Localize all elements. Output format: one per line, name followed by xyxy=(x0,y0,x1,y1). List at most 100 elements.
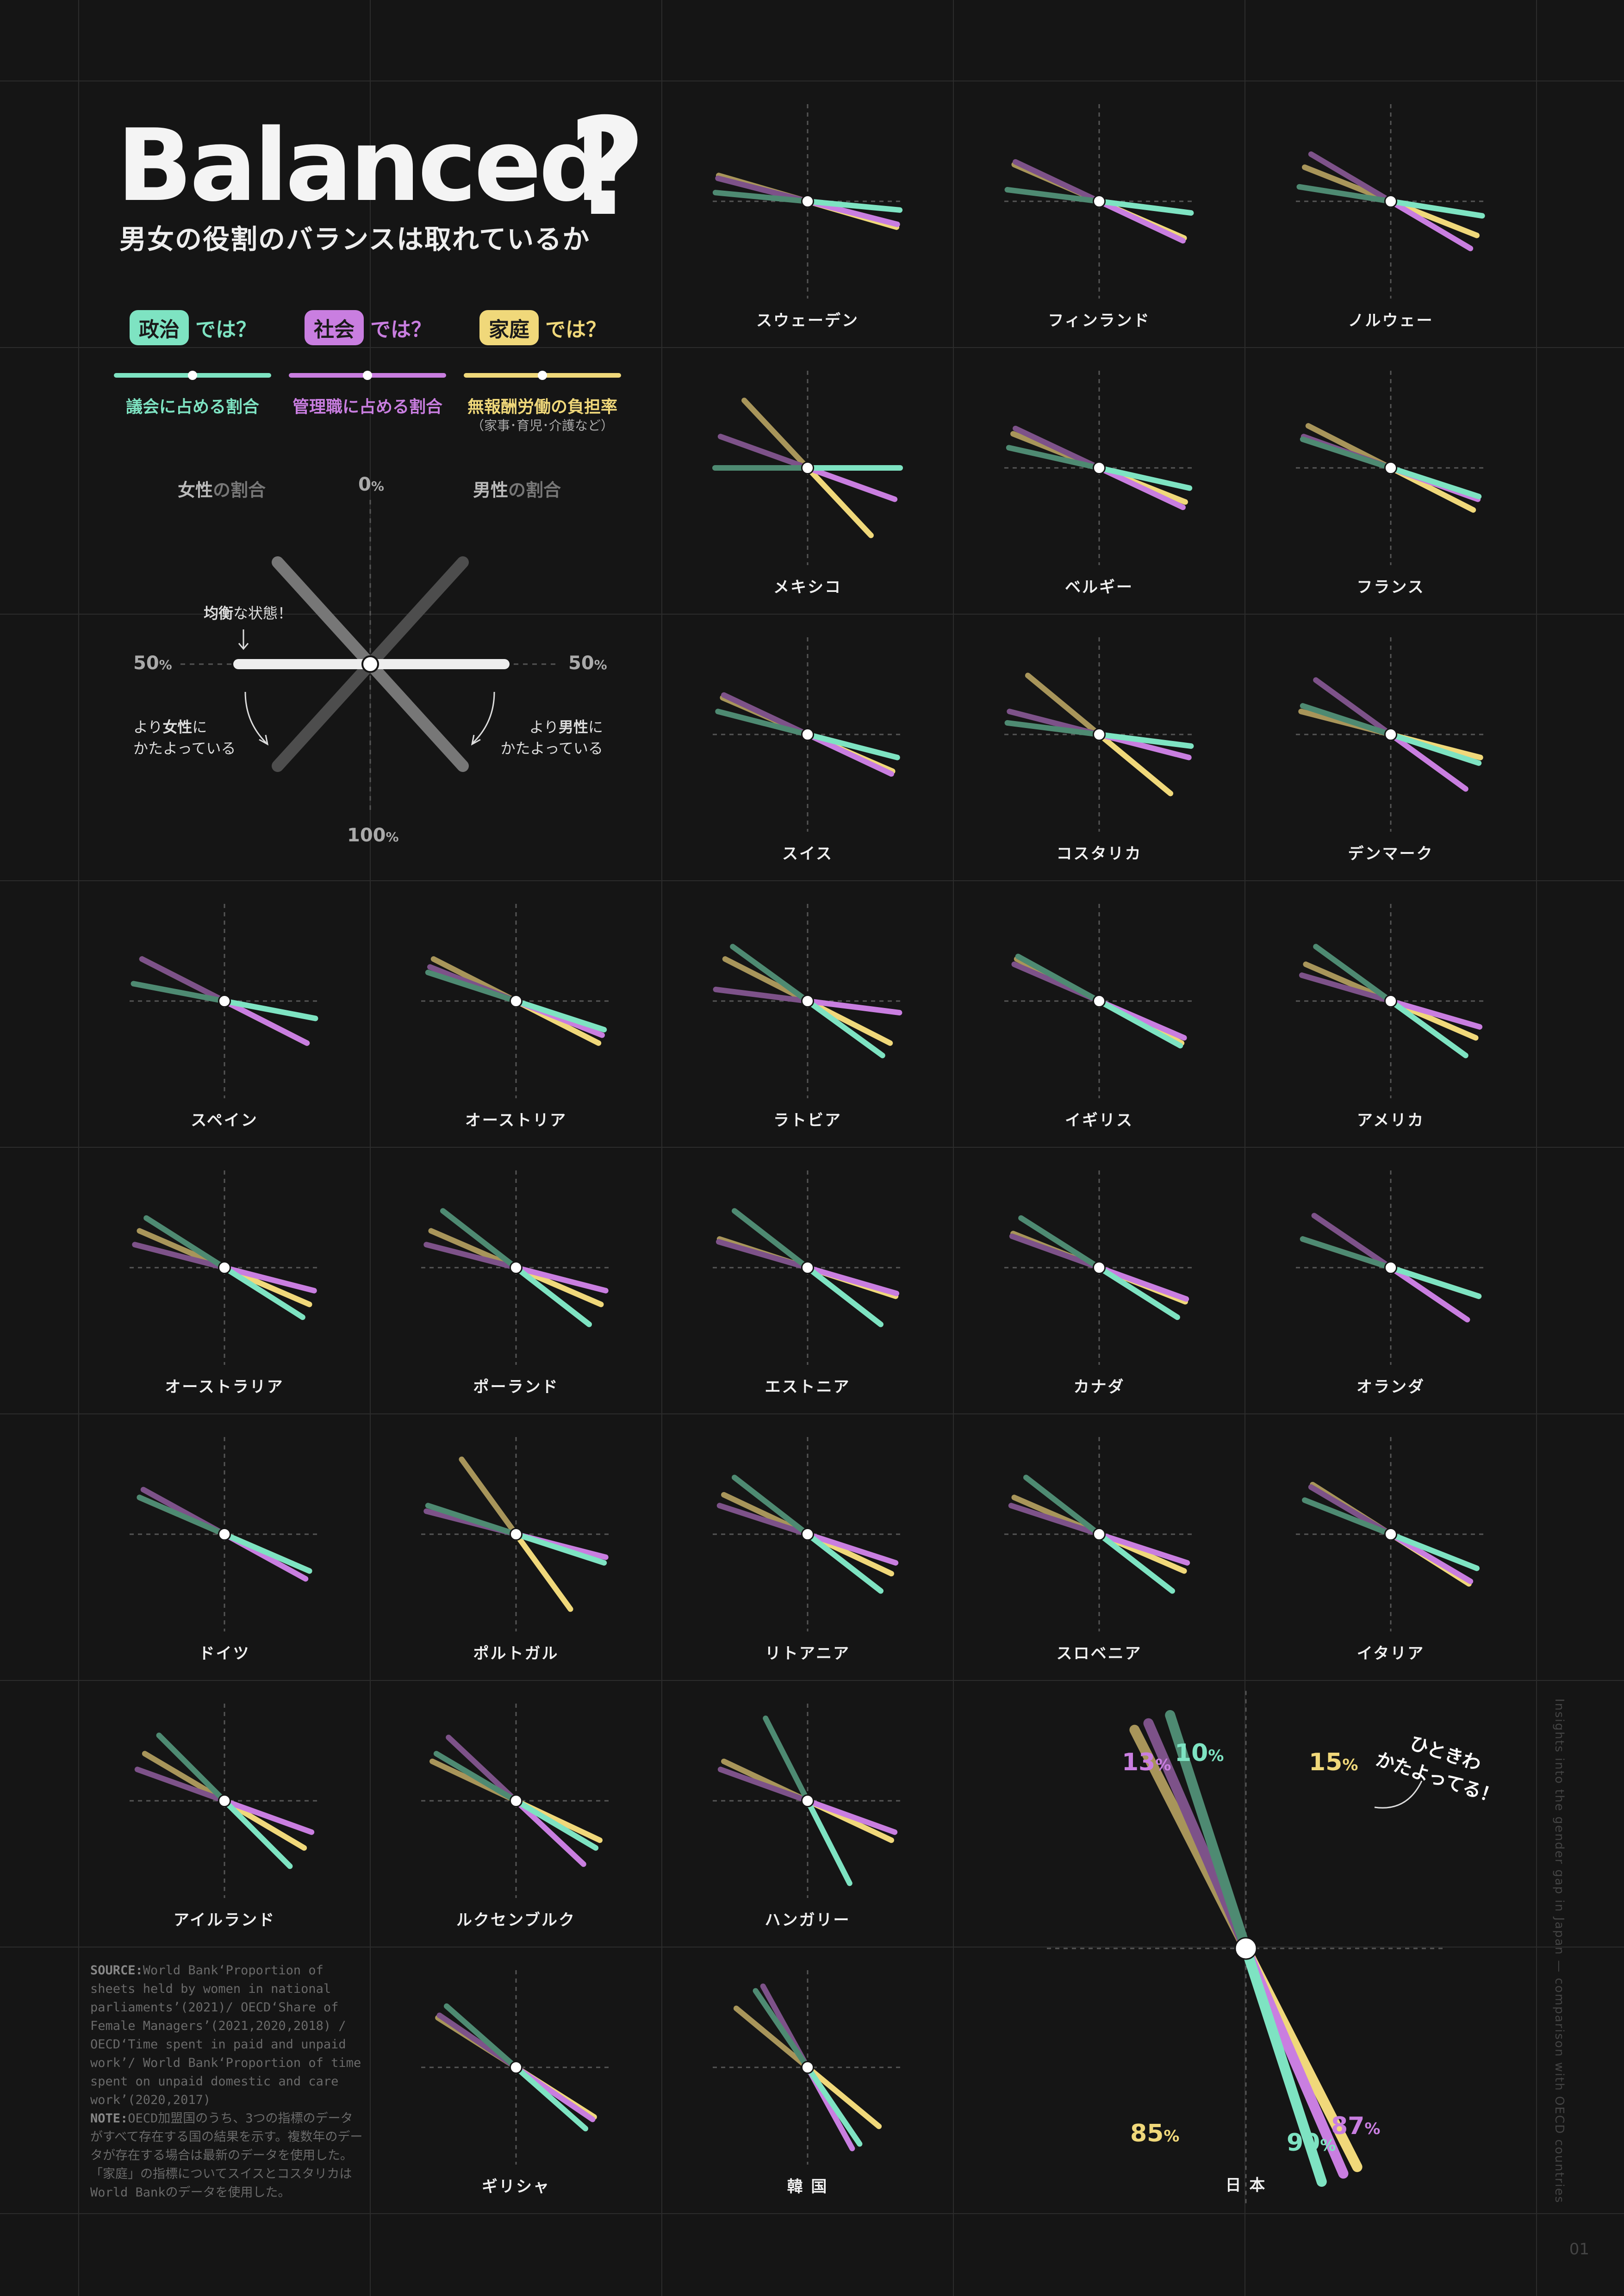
guide-center-dot xyxy=(361,655,379,673)
japan-home-male-value: 85% xyxy=(1130,2120,1180,2147)
country-name: スペイン xyxy=(191,1111,258,1130)
country-25-center-dot xyxy=(509,1794,523,1808)
legend-home-caption: 無報酬労働の負担率 xyxy=(467,398,617,417)
country-name: イギリス xyxy=(1065,1111,1133,1130)
legend-politics-suffix: では？ xyxy=(195,318,256,342)
page-title: Balanced xyxy=(117,107,610,224)
country-27-center-dot xyxy=(509,2060,523,2074)
country-12-center-dot xyxy=(1092,994,1106,1008)
guide-right-arrow xyxy=(472,691,495,744)
country-6-center-dot xyxy=(801,728,815,741)
country-name: イタリア xyxy=(1356,1644,1425,1663)
guide-female-header: 女性の割合 xyxy=(178,480,266,500)
japan-callout-arrow xyxy=(1374,1780,1423,1809)
country-1-center-dot xyxy=(1092,194,1106,208)
country-7-center-dot xyxy=(1092,728,1106,741)
country-name: アイルランド xyxy=(173,1911,276,1929)
country-15-center-dot xyxy=(509,1261,523,1275)
japan-society-female-value: 13% xyxy=(1122,1748,1171,1776)
japan-home-female-value: 15% xyxy=(1309,1748,1358,1776)
country-21-center-dot xyxy=(801,1527,815,1541)
country-name: オランダ xyxy=(1356,1378,1425,1396)
guide-diagram xyxy=(180,500,560,815)
country-29-center-dot xyxy=(1234,1937,1257,1960)
legend-society: 社会 では？ xyxy=(305,310,431,345)
country-28-center-dot xyxy=(801,2060,815,2074)
page-number: 01 xyxy=(1569,2240,1589,2259)
guide-female-note: より女性に かたよっている xyxy=(133,718,236,757)
guide-male-note: より男性に かたよっている xyxy=(500,718,603,757)
country-name: エストニア xyxy=(765,1378,851,1396)
country-10-center-dot xyxy=(509,994,523,1008)
country-name: フランス xyxy=(1356,578,1425,597)
country-22-center-dot xyxy=(1092,1527,1106,1541)
country-name: カナダ xyxy=(1073,1378,1125,1396)
country-20-center-dot xyxy=(509,1527,523,1541)
country-14-center-dot xyxy=(218,1261,231,1275)
country-name: スロベニア xyxy=(1056,1644,1142,1663)
country-23-center-dot xyxy=(1384,1527,1398,1541)
country-name: オーストリア xyxy=(465,1111,567,1130)
country-name: 日 本 xyxy=(1225,2176,1267,2195)
country-3-center-dot xyxy=(801,461,815,475)
side-caption: Insights into the gender gap in Japan — … xyxy=(1552,1699,1566,2204)
country-0-center-dot xyxy=(801,194,815,208)
legend-home-subcaption: （家事･育児･介護など） xyxy=(471,418,614,433)
country-24-center-dot xyxy=(218,1794,231,1808)
guide-left-value: 50% xyxy=(133,653,172,674)
country-name: スウェーデン xyxy=(756,311,859,330)
country-name: ハンガリー xyxy=(765,1911,851,1929)
guide-male-header: 男性の割合 xyxy=(473,480,561,500)
country-name: メキシコ xyxy=(773,578,842,597)
legend-home: 家庭 では？ xyxy=(479,310,606,345)
country-name: ポルトガル xyxy=(473,1644,559,1663)
page-subtitle: 男女の役割のバランスは取れているか xyxy=(119,224,591,255)
guide-balanced-arrow-head xyxy=(238,643,249,650)
country-name: フィンランド xyxy=(1048,311,1151,330)
country-11-center-dot xyxy=(801,994,815,1008)
country-name: スイス xyxy=(782,845,833,863)
legend-home-suffix: では？ xyxy=(545,318,606,342)
country-name: デンマーク xyxy=(1348,845,1434,863)
title-question-mark: ? xyxy=(568,90,647,246)
guide-bottom-value: 100% xyxy=(347,825,399,846)
country-name: ノルウェー xyxy=(1348,311,1434,330)
guide-right-value: 50% xyxy=(568,653,607,674)
country-4-center-dot xyxy=(1092,461,1106,475)
country-name: リトアニア xyxy=(765,1644,851,1663)
country-8-center-dot xyxy=(1384,728,1398,741)
country-name: ベルギー xyxy=(1065,578,1133,597)
country-name: ルクセンブルク xyxy=(456,1911,576,1929)
legend-society-suffix: では？ xyxy=(370,318,431,342)
legend-politics: 政治 では？ xyxy=(130,310,256,345)
country-19-center-dot xyxy=(218,1527,231,1541)
japan-politics-female-value: 10% xyxy=(1175,1739,1224,1767)
guide-top-value: 0% xyxy=(358,474,384,495)
country-name: ギリシャ xyxy=(482,2178,550,2196)
country-9-center-dot xyxy=(218,994,231,1008)
legend-home-tag: 家庭 xyxy=(479,310,539,345)
country-17-center-dot xyxy=(1092,1261,1106,1275)
legend-politics-caption: 議会に占める割合 xyxy=(125,398,259,417)
country-18-center-dot xyxy=(1384,1261,1398,1275)
legend-politics-dot xyxy=(188,371,197,380)
country-5-center-dot xyxy=(1384,461,1398,475)
country-name: ラトビア xyxy=(773,1111,842,1130)
country-26-center-dot xyxy=(801,1794,815,1808)
legend-society-caption: 管理職に占める割合 xyxy=(292,398,442,417)
legend-society-dot xyxy=(363,371,372,380)
country-name: コスタリカ xyxy=(1056,845,1142,863)
japan-society-male-value: 87% xyxy=(1331,2112,1381,2140)
country-2-center-dot xyxy=(1384,194,1398,208)
japan-politics-male-value: 90% xyxy=(1287,2129,1336,2157)
country-name: ポーランド xyxy=(473,1378,559,1396)
legend-home-dot xyxy=(538,371,547,380)
country-name: 韓 国 xyxy=(787,2178,828,2196)
country-name: ドイツ xyxy=(199,1644,250,1663)
country-name: オーストラリア xyxy=(165,1378,284,1396)
country-name: アメリカ xyxy=(1356,1111,1425,1130)
country-13-center-dot xyxy=(1384,994,1398,1008)
legend-society-tag: 社会 xyxy=(305,310,364,345)
